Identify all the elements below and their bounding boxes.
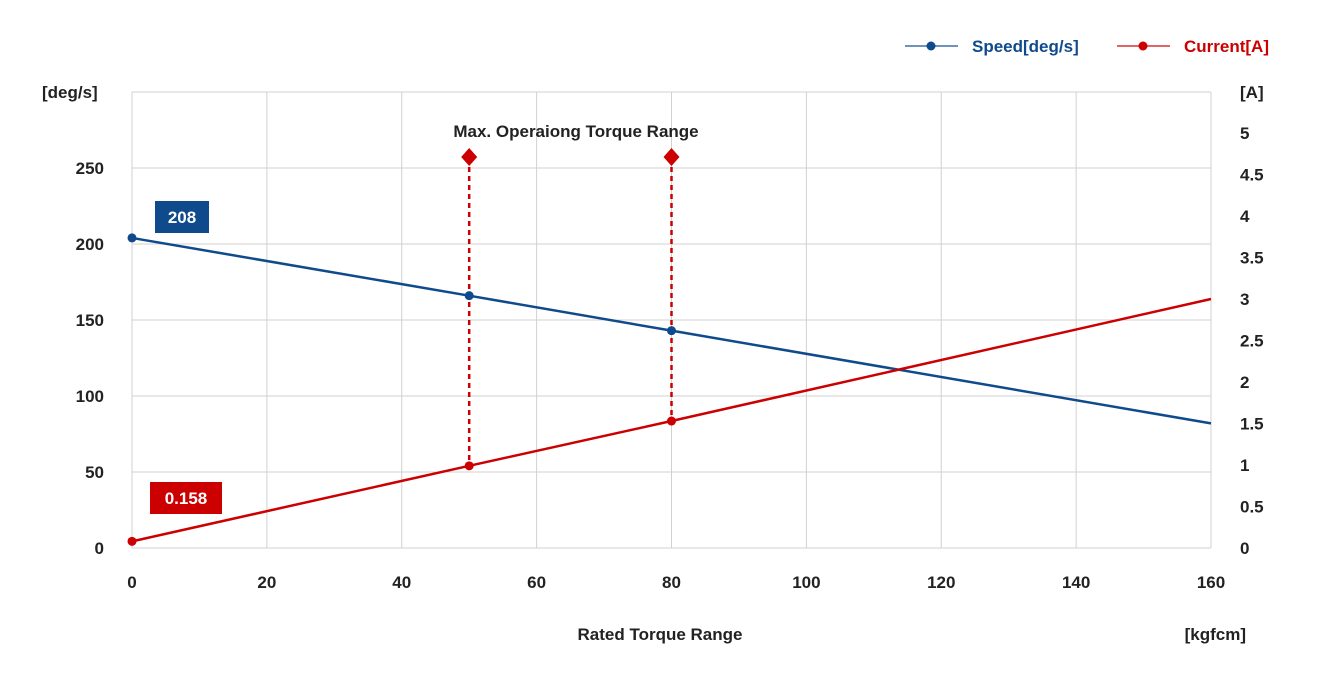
- y-right-tick-label: 4.5: [1240, 166, 1264, 185]
- series-group: [127, 233, 1212, 546]
- y-left-tick-label: 200: [76, 235, 104, 254]
- y-right-axis-label: [A]: [1240, 83, 1264, 102]
- x-tick-labels: 0 20 40 60 80 100 120 140 160: [127, 573, 1225, 592]
- annotation-group: [461, 148, 680, 466]
- y-left-tick-label: 250: [76, 159, 104, 178]
- x-tick-label: 20: [257, 573, 276, 592]
- speed-point: [667, 326, 676, 336]
- y-left-tick-label: 150: [76, 311, 104, 330]
- x-tick-label: 100: [792, 573, 820, 592]
- current-point: [127, 536, 137, 546]
- y-left-tick-label: 0: [95, 539, 104, 558]
- legend-speed-label: Speed[deg/s]: [972, 37, 1079, 56]
- current-series-line: [131, 297, 1212, 543]
- speed-series-line: [131, 236, 1212, 425]
- y-left-tick-label: 50: [85, 463, 104, 482]
- badge-group: 208 0.158: [150, 201, 222, 514]
- x-axis-unit: [kgfcm]: [1185, 625, 1246, 644]
- y-right-tick-label: 5: [1240, 124, 1249, 143]
- y-right-tick-label: 3.5: [1240, 249, 1264, 268]
- current-value-badge-text: 0.158: [165, 489, 208, 508]
- y-left-axis-label: [deg/s]: [42, 83, 98, 102]
- x-tick-label: 140: [1062, 573, 1090, 592]
- x-tick-label: 120: [927, 573, 955, 592]
- legend-speed: Speed[deg/s]: [905, 37, 1079, 56]
- speed-value-badge-text: 208: [168, 208, 196, 227]
- y-right-tick-label: 1: [1240, 456, 1249, 475]
- current-value-badge: 0.158: [150, 482, 222, 514]
- x-tick-label: 60: [527, 573, 546, 592]
- x-tick-label: 40: [392, 573, 411, 592]
- annotation-diamond-marker: [663, 148, 680, 166]
- annotation-text: Max. Operaiong Torque Range: [453, 122, 698, 141]
- y-left-tick-label: 100: [76, 387, 104, 406]
- x-tick-label: 160: [1197, 573, 1225, 592]
- x-axis-label: Rated Torque Range: [578, 625, 743, 644]
- y-right-tick-label: 1.5: [1240, 415, 1264, 434]
- legend-current: Current[A]: [1117, 37, 1269, 56]
- x-tick-label: 80: [662, 573, 681, 592]
- speed-value-badge: 208: [155, 201, 209, 233]
- y-right-tick-label: 2: [1240, 373, 1249, 392]
- y-right-tick-label: 3: [1240, 290, 1249, 309]
- legend: Speed[deg/s] Current[A]: [905, 37, 1269, 56]
- y-right-tick-label: 0.5: [1240, 498, 1264, 517]
- y-right-tick-label: 4: [1240, 207, 1250, 226]
- current-point: [464, 461, 474, 471]
- y-right-tick-label: 0: [1240, 539, 1249, 558]
- speed-point: [127, 233, 137, 243]
- y-right-tick-labels: 0 0.5 1 1.5 2 2.5 3 3.5 4 4.5 5: [1240, 124, 1264, 558]
- legend-current-label: Current[A]: [1184, 37, 1269, 56]
- current-point: [667, 416, 676, 426]
- x-tick-label: 0: [127, 573, 136, 592]
- speed-point: [464, 291, 474, 301]
- y-right-tick-label: 2.5: [1240, 332, 1264, 351]
- y-left-tick-labels: 0 50 100 150 200 250: [76, 159, 104, 558]
- annotation-diamond-marker: [461, 148, 478, 166]
